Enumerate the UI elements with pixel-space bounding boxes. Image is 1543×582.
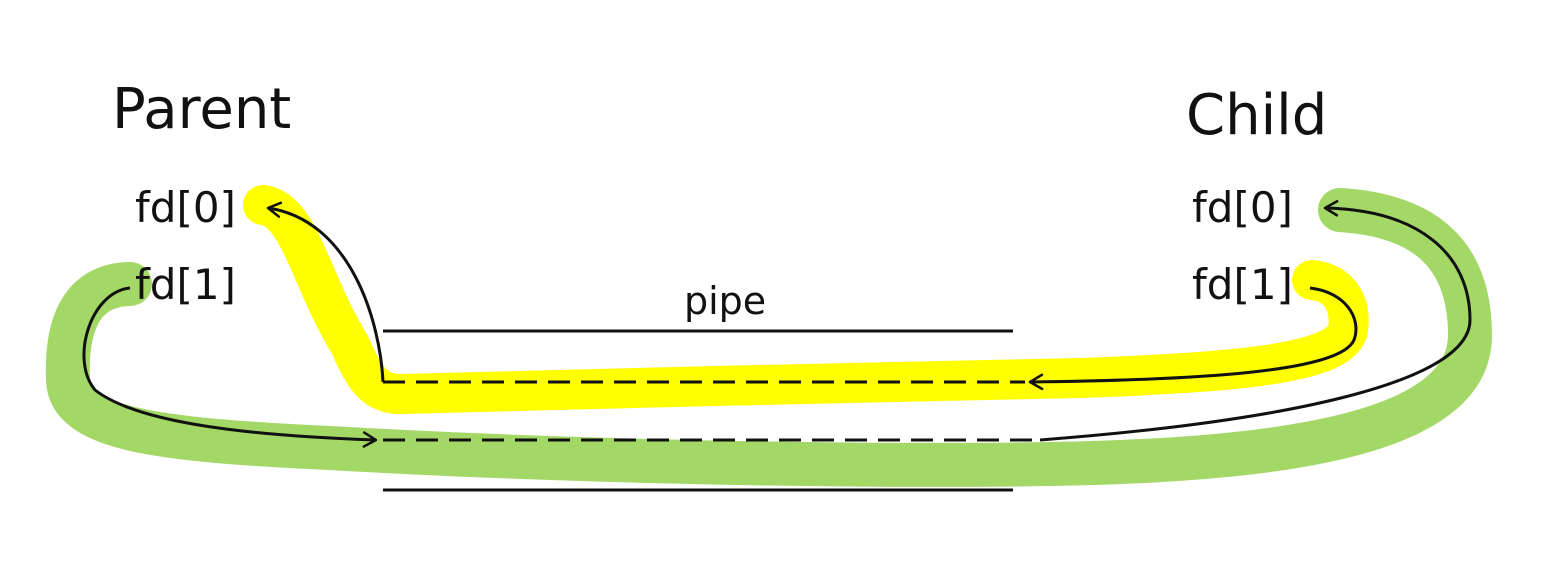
parent-write-arrow <box>82 286 378 448</box>
parent-fd1-label: fd[1] <box>135 260 236 309</box>
child-read-arrow <box>1039 200 1472 442</box>
parent-title: Parent <box>112 77 292 142</box>
green-highlight <box>45 188 1492 487</box>
pipe-label: pipe <box>684 279 767 323</box>
child-fd0-label: fd[0] <box>1192 183 1293 232</box>
parent-read-arrow <box>266 201 385 383</box>
child-write-arrow <box>1028 286 1358 391</box>
child-title: Child <box>1186 83 1328 148</box>
parent-fd0-label: fd[0] <box>135 183 236 232</box>
child-fd1-label: fd[1] <box>1192 260 1293 309</box>
yellow-highlight <box>243 185 1369 414</box>
